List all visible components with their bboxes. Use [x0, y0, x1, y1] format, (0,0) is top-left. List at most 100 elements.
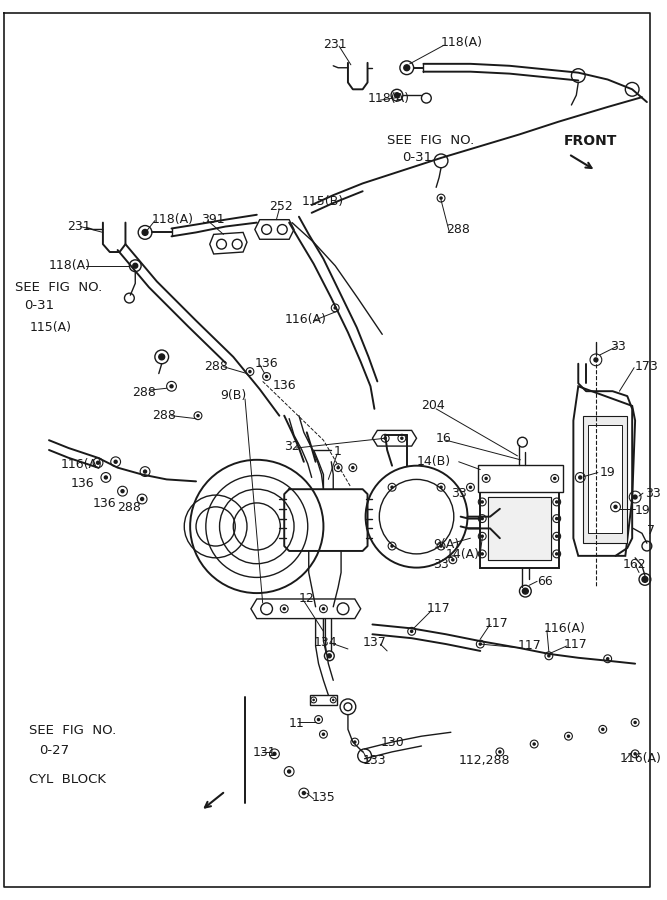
Circle shape	[321, 607, 325, 610]
Text: 288: 288	[117, 501, 141, 514]
Text: 0-31: 0-31	[402, 151, 432, 164]
Text: 117: 117	[518, 639, 541, 652]
Circle shape	[484, 477, 488, 481]
Circle shape	[601, 727, 604, 731]
Text: 116(A): 116(A)	[620, 752, 661, 765]
Circle shape	[480, 517, 484, 520]
Circle shape	[469, 485, 472, 489]
Text: 231: 231	[323, 39, 347, 51]
Circle shape	[390, 544, 394, 548]
Text: 115(A): 115(A)	[29, 320, 71, 334]
Text: 33: 33	[451, 487, 467, 500]
Text: 288: 288	[204, 360, 227, 373]
Circle shape	[196, 414, 199, 418]
Text: 118(A): 118(A)	[441, 36, 483, 50]
Circle shape	[522, 589, 528, 594]
Circle shape	[440, 544, 443, 548]
Text: 66: 66	[537, 575, 553, 589]
Circle shape	[480, 500, 484, 504]
Circle shape	[451, 558, 455, 562]
Text: 112,288: 112,288	[459, 754, 510, 767]
Bar	[488, 497, 551, 560]
Bar	[488, 497, 551, 560]
Text: 252: 252	[269, 200, 293, 213]
Text: 11: 11	[289, 716, 305, 730]
Text: 116(A): 116(A)	[61, 458, 103, 471]
Circle shape	[336, 466, 340, 470]
Text: 135: 135	[311, 791, 336, 804]
Circle shape	[553, 477, 556, 481]
Text: 204: 204	[422, 399, 445, 412]
Bar	[478, 464, 562, 492]
Text: 118(A): 118(A)	[152, 212, 194, 226]
Polygon shape	[251, 599, 361, 618]
Circle shape	[265, 374, 268, 378]
Text: 32: 32	[284, 440, 300, 454]
Circle shape	[282, 607, 286, 610]
Text: CYL  BLOCK: CYL BLOCK	[29, 773, 107, 787]
Text: 14(A): 14(A)	[446, 548, 480, 561]
Bar	[309, 695, 337, 705]
Text: 33: 33	[433, 558, 449, 571]
Text: 9(B): 9(B)	[221, 389, 247, 402]
Polygon shape	[209, 232, 247, 254]
Circle shape	[287, 770, 291, 774]
Text: 0-27: 0-27	[39, 744, 69, 757]
Text: 116(A): 116(A)	[544, 622, 586, 634]
Circle shape	[312, 698, 315, 701]
Circle shape	[593, 357, 598, 363]
Text: 33: 33	[645, 487, 661, 500]
Text: 136: 136	[273, 380, 296, 392]
Text: 288: 288	[132, 386, 156, 400]
Circle shape	[555, 552, 558, 555]
Circle shape	[634, 752, 637, 756]
Circle shape	[272, 752, 277, 756]
Circle shape	[143, 470, 147, 473]
Circle shape	[332, 698, 335, 701]
Circle shape	[96, 461, 100, 465]
Circle shape	[334, 306, 337, 310]
Text: 117: 117	[426, 602, 450, 615]
Text: 19: 19	[635, 504, 651, 517]
Text: 288: 288	[446, 222, 470, 236]
Circle shape	[248, 370, 251, 374]
Circle shape	[634, 721, 637, 725]
Circle shape	[480, 535, 484, 538]
Text: SEE  FIG  NO.: SEE FIG NO.	[29, 724, 117, 737]
Circle shape	[567, 734, 570, 738]
Circle shape	[614, 505, 618, 509]
Text: 131: 131	[253, 746, 277, 759]
Circle shape	[498, 750, 502, 753]
Circle shape	[440, 485, 443, 489]
Circle shape	[578, 475, 582, 480]
Text: 33: 33	[610, 340, 626, 353]
Text: 136: 136	[93, 497, 117, 510]
Text: 19: 19	[600, 465, 616, 479]
Text: 115(B): 115(B)	[302, 195, 344, 208]
Text: 118(A): 118(A)	[368, 93, 410, 105]
Circle shape	[159, 354, 165, 360]
Text: 14(B): 14(B)	[417, 454, 451, 468]
Circle shape	[120, 489, 125, 493]
Circle shape	[140, 497, 144, 501]
Text: 134: 134	[313, 636, 338, 649]
Circle shape	[480, 552, 484, 555]
Bar	[588, 426, 622, 534]
Circle shape	[113, 460, 118, 464]
Circle shape	[478, 643, 482, 646]
Text: 0-31: 0-31	[25, 299, 55, 312]
Circle shape	[400, 436, 404, 440]
Circle shape	[353, 741, 357, 743]
Text: 391: 391	[201, 212, 225, 226]
Circle shape	[555, 517, 558, 520]
Text: 136: 136	[255, 357, 278, 370]
Bar	[480, 490, 559, 568]
Circle shape	[394, 93, 400, 97]
Circle shape	[390, 485, 394, 489]
Text: SEE  FIG  NO.: SEE FIG NO.	[15, 282, 102, 294]
Circle shape	[547, 654, 551, 658]
Text: 136: 136	[71, 477, 94, 490]
Circle shape	[440, 196, 443, 200]
Text: 1: 1	[334, 446, 341, 458]
Polygon shape	[372, 430, 417, 446]
